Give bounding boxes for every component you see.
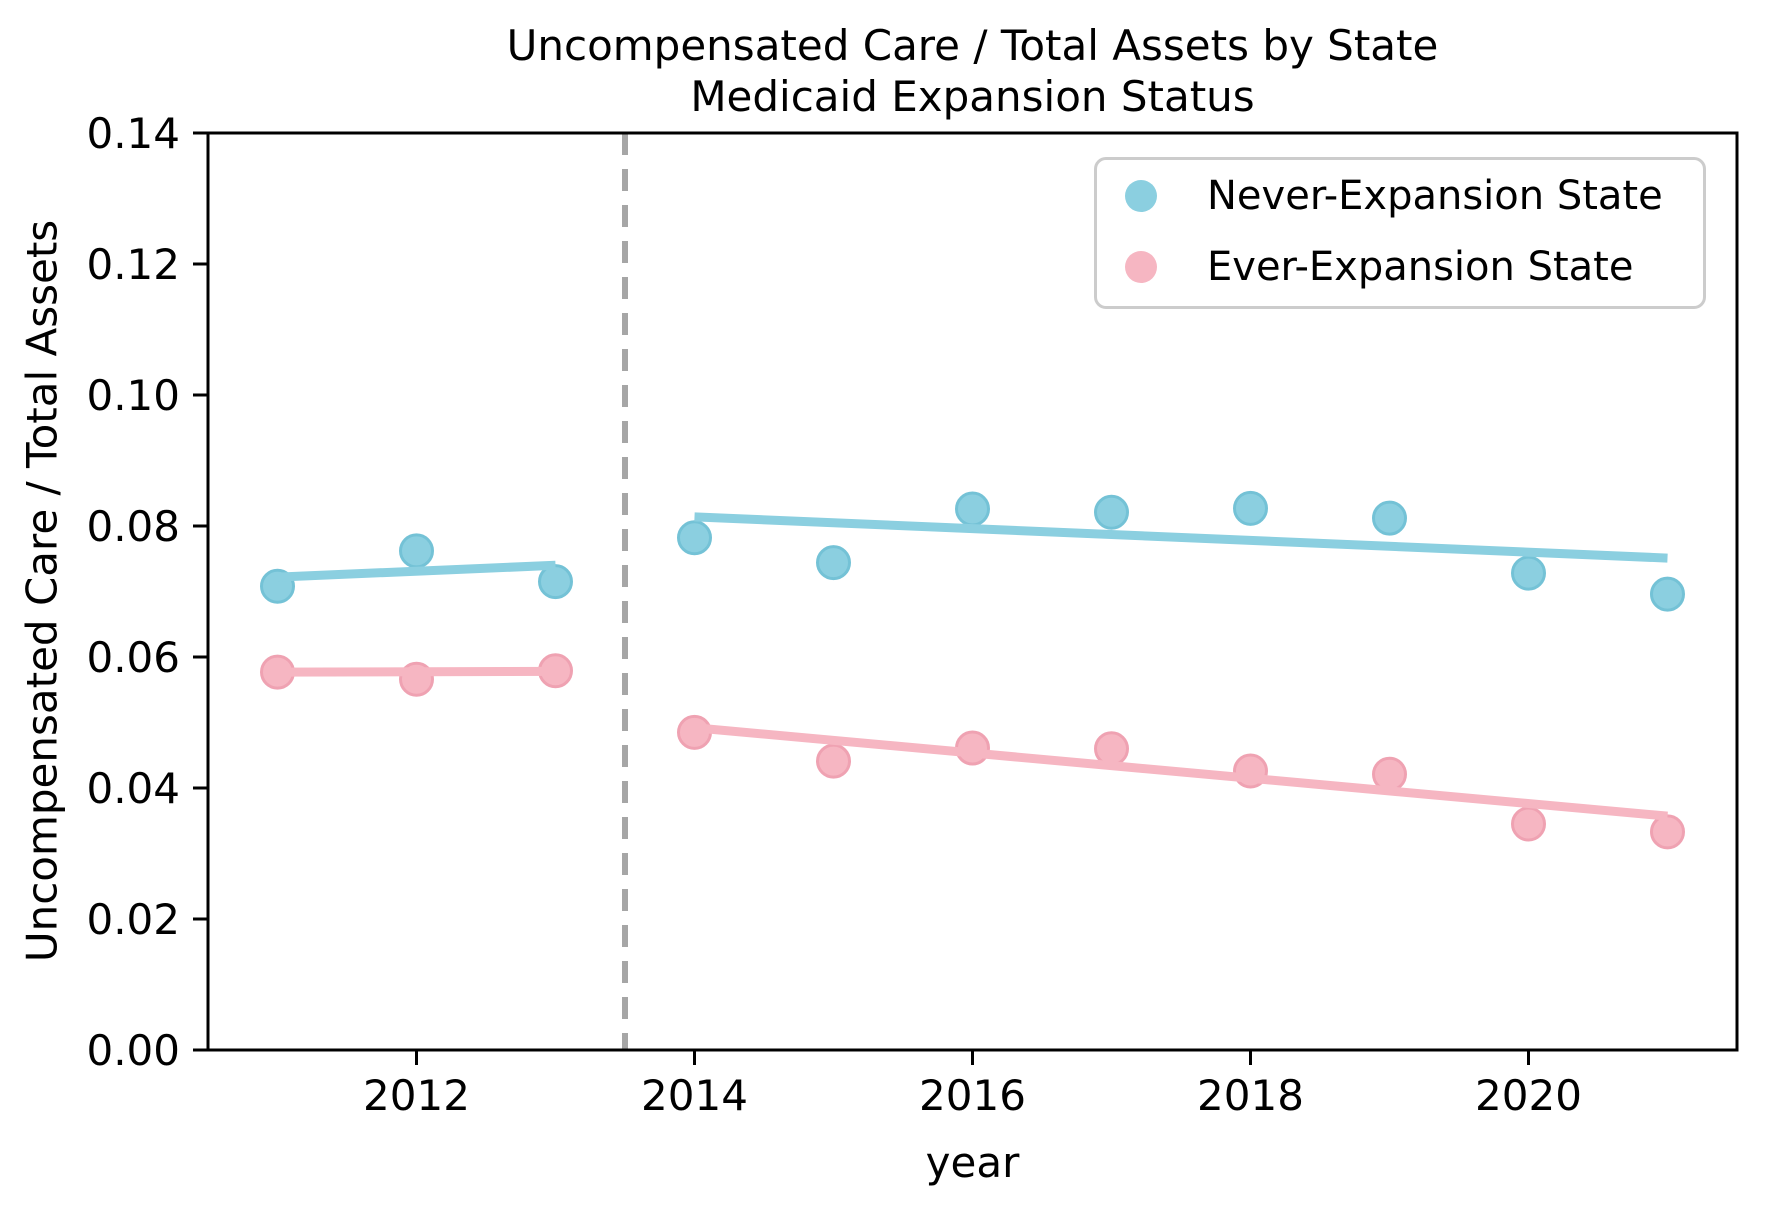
y-tick-label: 0.08 xyxy=(86,502,180,551)
trend-line-pre-expansion-ever xyxy=(277,666,556,677)
legend-row-ever-expansion: Ever-Expansion State xyxy=(1097,231,1703,302)
chart-title: Uncompensated Care / Total Assets by Sta… xyxy=(208,20,1737,122)
legend-marker-never-expansion xyxy=(1125,179,1157,212)
chart-title-line2: Medicaid Expansion Status xyxy=(690,72,1255,122)
data-point-ever-2020 xyxy=(1511,806,1546,842)
data-point-never-2016 xyxy=(955,491,990,527)
data-point-never-2014 xyxy=(677,520,712,556)
legend-label-ever-expansion: Ever-Expansion State xyxy=(1207,243,1634,290)
y-tick-label: 0.02 xyxy=(86,895,180,944)
x-tick-label: 2016 xyxy=(919,1071,1026,1120)
data-point-never-2021 xyxy=(1650,576,1685,612)
data-point-ever-2015 xyxy=(816,743,851,779)
data-point-never-2013 xyxy=(538,564,573,600)
x-tick-label: 2014 xyxy=(641,1071,748,1120)
data-point-never-2018 xyxy=(1233,490,1268,526)
trend-line-pre-expansion-never xyxy=(277,560,556,582)
data-point-never-2017 xyxy=(1094,494,1129,530)
data-point-ever-2017 xyxy=(1094,731,1129,767)
legend-row-never-expansion: Never-Expansion State xyxy=(1097,160,1703,231)
chart-title-line1: Uncompensated Care / Total Assets by Sta… xyxy=(506,21,1439,70)
y-tick-label: 0.10 xyxy=(86,371,180,420)
x-tick-label: 2018 xyxy=(1197,1071,1304,1120)
data-point-never-2020 xyxy=(1511,555,1546,591)
legend-marker-ever-expansion xyxy=(1125,250,1157,283)
x-tick-label: 2012 xyxy=(363,1071,470,1120)
x-axis-label: year xyxy=(925,1138,1020,1187)
y-tick-label: 0.04 xyxy=(86,764,180,813)
y-tick-label: 0.00 xyxy=(86,1026,180,1075)
legend: Never-Expansion State Ever-Expansion Sta… xyxy=(1094,157,1706,309)
data-point-ever-2021 xyxy=(1650,814,1685,850)
x-tick-label: 2020 xyxy=(1475,1071,1582,1120)
y-tick-label: 0.12 xyxy=(86,240,180,289)
trend-line-post-expansion-never xyxy=(694,512,1668,563)
data-point-never-2012 xyxy=(399,533,434,569)
y-tick-label: 0.06 xyxy=(86,633,180,682)
legend-label-never-expansion: Never-Expansion State xyxy=(1207,172,1663,219)
trend-line-post-expansion-ever xyxy=(694,723,1668,821)
data-point-never-2019 xyxy=(1372,500,1407,536)
data-point-never-2015 xyxy=(816,545,851,581)
y-tick-label: 0.14 xyxy=(86,109,180,158)
